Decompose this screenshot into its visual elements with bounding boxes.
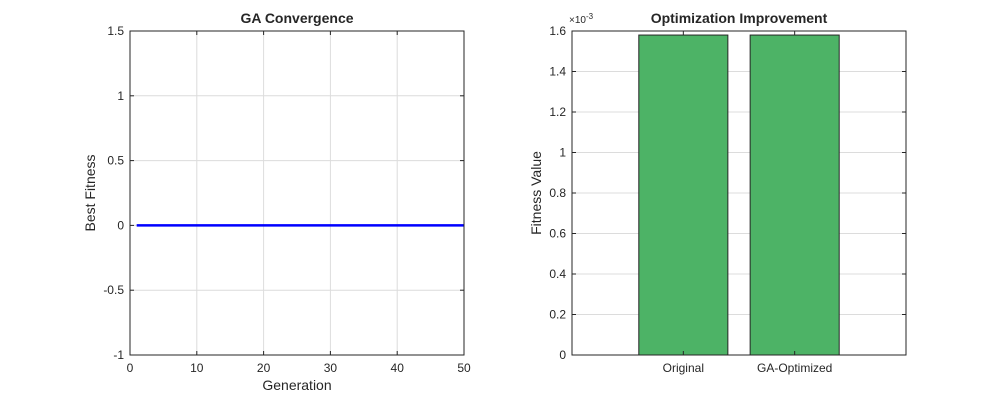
exponent-power: -3 [586,12,594,21]
y-tick-label: 0.2 [549,308,566,322]
y-tick-label: 1.2 [549,105,566,119]
chart-title: GA Convergence [240,10,353,26]
exponent-base: ×10 [569,15,586,26]
x-tick-labels: 0 10 20 30 40 50 [127,361,471,375]
optimization-improvement-plot: Original GA-Optimized 0 0.2 0.4 0.6 0.8 1 1.2 1.… [528,10,907,375]
x-tick-label: 20 [257,361,271,375]
axes-frame [129,30,465,356]
bars [638,34,840,356]
exponent-label: ×10-3 [569,12,594,26]
x-tick-label: 30 [324,361,338,375]
y-axis-label: Best Fitness [82,154,98,231]
grid-lines [129,30,465,356]
x-tick-label: Original [663,361,704,375]
x-axis-label: Generation [262,377,331,393]
bar-ga-optimized [749,34,840,356]
y-tick-label: -0.5 [103,283,124,297]
y-tick-label: 1.6 [549,24,566,38]
y-tick-label: 0 [117,218,124,232]
y-tick-label: -1 [113,348,124,362]
y-tick-label: 0.4 [549,267,566,281]
x-tick-label: 0 [127,361,134,375]
x-tick-label: 10 [190,361,204,375]
x-tick-label: 50 [457,361,471,375]
axes-frame [571,30,907,356]
chart-title: Optimization Improvement [651,10,828,26]
bar-original [638,34,729,356]
y-axis-label: Fitness Value [528,151,544,235]
y-tick-label: 1.4 [549,65,566,79]
y-tick-labels: -1 -0.5 0 0.5 1 1.5 [103,24,124,362]
tick-marks [129,30,465,356]
y-tick-label: 1.5 [107,24,124,38]
x-tick-label: 40 [391,361,405,375]
y-tick-label: 0.8 [549,186,566,200]
y-tick-labels: 0 0.2 0.4 0.6 0.8 1 1.2 1.4 1.6 [549,24,566,362]
ga-convergence-plot: 0 10 20 30 40 50 -1 -0.5 0 0.5 1 1.5 GA Convergenc… [82,10,471,393]
y-tick-label: 0.5 [107,154,124,168]
y-tick-label: 1 [559,146,566,160]
x-tick-label: GA-Optimized [757,361,832,375]
y-tick-label: 0 [559,348,566,362]
grid-lines [572,30,906,356]
x-tick-labels: Original GA-Optimized [663,361,833,375]
y-tick-label: 0.6 [549,227,566,241]
y-tick-label: 1 [117,89,124,103]
